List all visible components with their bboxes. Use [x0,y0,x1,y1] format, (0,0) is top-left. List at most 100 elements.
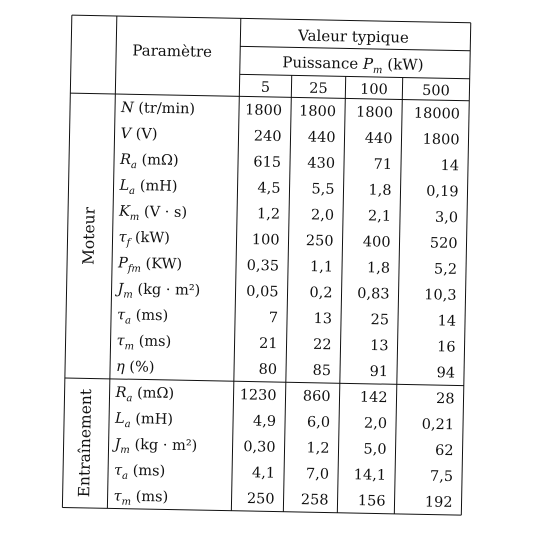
value-cell: 25 [370,312,389,328]
param-unit: (V · s) [139,204,187,221]
param-symbol: τ [117,307,126,323]
param-subscript: fm [127,264,141,275]
param-label: τm (ms) [113,488,168,508]
value-cell: 142 [360,390,388,407]
param-subscript: m [121,497,131,508]
value-cell: 258 [301,492,329,509]
value-cell: 440 [365,131,393,148]
param-subscript: m [130,212,140,223]
param-symbol: η [116,359,125,375]
param-unit: (ms) [131,489,168,506]
param-subscript: a [131,160,137,171]
param-label: V (V) [120,126,157,143]
param-subscript: f [125,238,132,249]
value-cell: 0,19 [426,184,459,201]
power-header-cell: 100 [360,82,388,99]
param-symbol: V [120,126,132,142]
value-cell: 1800 [422,132,459,149]
value-cell: 94 [436,365,455,381]
value-cell: 2,1 [368,208,391,224]
value-cell: 14,1 [354,467,387,484]
param-subscript: m [120,445,130,456]
value-cell: 250 [306,233,334,250]
value-cell: 2,0 [364,416,387,432]
value-cell: 4,5 [257,180,280,196]
rule-param-divider [230,18,242,511]
param-unit: (mH) [135,178,178,195]
param-label: τa (ms) [117,307,168,327]
param-unit: (V) [131,126,158,143]
rule-right [460,22,472,516]
param-subscript: a [125,419,131,430]
value-cell: 5,2 [434,261,457,277]
value-cell: 192 [425,494,453,511]
value-cell: 91 [369,364,388,380]
param-unit: (ms) [128,463,165,480]
value-cell: 3,0 [435,210,458,226]
value-cell: 2,0 [311,207,334,223]
param-label: Ra (mΩ) [119,152,179,172]
rule-bottom [62,506,462,516]
param-symbol: τ [113,488,122,504]
value-cell: 0,35 [247,258,280,275]
power-header-cell: 25 [309,81,328,97]
value-cell: 520 [430,236,458,253]
value-cell: 71 [373,157,392,173]
value-cell: 860 [303,389,331,406]
param-unit: (kW) [130,230,170,247]
param-label: τa (ms) [114,463,165,483]
value-cell: 21 [259,336,278,352]
value-cell: 1,2 [306,440,329,456]
param-unit: (mΩ) [137,152,179,169]
param-unit: (mH) [131,411,174,428]
param-symbol: P [117,255,128,271]
param-label: Jm (kg · m²) [114,281,200,302]
value-cell: 0,2 [309,285,332,301]
value-cell: 18000 [414,106,460,123]
value-cell: 16 [437,339,456,355]
param-symbol: N [120,100,135,116]
param-unit: (tr/min) [134,100,196,117]
value-cell: 10,3 [424,287,457,304]
param-subscript: a [129,186,135,197]
param-symbol: K [118,204,131,220]
power-header-cell: 5 [261,80,271,96]
rule-header-2 [239,73,470,80]
table-grid [61,14,472,516]
rule-column-3 [393,77,404,514]
table-cells: 5 25 100 500 Moteur N (tr/min) 1800 1800 1800 180… [75,80,460,511]
rule-group-divider [106,16,118,509]
value-cell: 6,0 [307,414,330,430]
param-unit: (KW) [141,256,182,273]
param-label: Ra (mΩ) [114,385,174,405]
param-label: La (mH) [118,178,177,198]
value-cell: 0,30 [243,439,276,456]
param-label: N (tr/min) [120,100,195,117]
param-label: η (%) [116,359,155,376]
value-cell: 1230 [240,387,277,404]
value-cell: 28 [436,391,455,407]
value-cell: 400 [363,234,391,251]
value-cell: 1,2 [257,206,280,222]
param-symbol: τ [114,463,123,479]
value-cell: 14 [437,313,456,329]
header-puissance: Puissance Pm (kW) [282,53,424,77]
value-cell: 7,5 [430,469,453,485]
value-cell: 430 [307,155,335,172]
param-subscript: a [125,315,131,326]
value-cell: 7,0 [306,466,329,482]
rule-header-1 [240,45,471,52]
param-subscript: m [124,341,134,352]
param-symbol: J [114,281,124,297]
value-cell: 156 [358,493,386,510]
value-cell: 4,9 [253,413,276,429]
param-label: La (mH) [114,411,173,431]
value-cell: 250 [247,491,275,508]
value-cell: 85 [312,363,331,379]
value-cell: 5,0 [363,441,386,457]
param-subscript: a [126,393,132,404]
value-cell: 1800 [245,102,282,119]
param-label: τm (ms) [116,333,171,353]
power-header-cell: 500 [422,83,450,100]
